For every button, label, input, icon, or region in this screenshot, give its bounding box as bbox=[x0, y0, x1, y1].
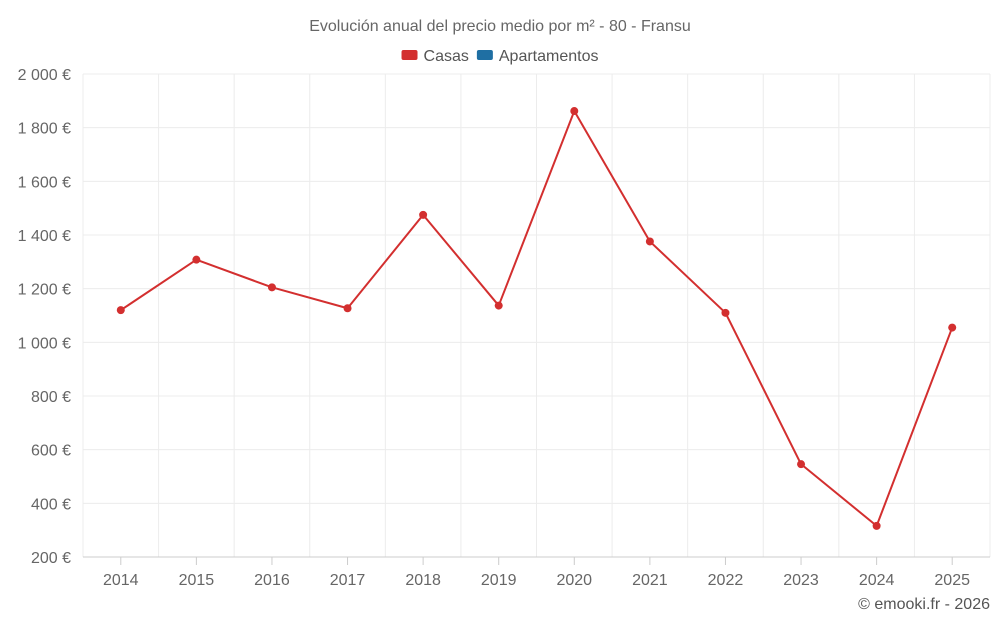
data-point-casas[interactable] bbox=[192, 255, 201, 264]
data-point-casas[interactable] bbox=[267, 283, 276, 292]
x-tick-label: 2017 bbox=[330, 572, 366, 589]
data-point-casas[interactable] bbox=[116, 306, 125, 315]
legend-item-apartamentos[interactable]: Apartamentos bbox=[476, 48, 599, 65]
legend: Casas Apartamentos bbox=[401, 48, 599, 65]
y-tick-label: 200 € bbox=[31, 550, 71, 567]
y-tick-label: 2 000 € bbox=[18, 67, 71, 84]
y-tick-label: 1 600 € bbox=[18, 174, 71, 191]
legend-label: Apartamentos bbox=[499, 48, 599, 65]
x-tick-label: 2023 bbox=[783, 572, 819, 589]
x-tick-label: 2024 bbox=[859, 572, 895, 589]
x-tick-label: 2015 bbox=[179, 572, 215, 589]
x-tick-label: 2020 bbox=[556, 572, 592, 589]
chart-title: Evolución anual del precio medio por m² … bbox=[309, 18, 691, 35]
y-tick-label: 1 000 € bbox=[18, 335, 71, 352]
data-point-casas[interactable] bbox=[645, 237, 654, 246]
x-tick-label: 2019 bbox=[481, 572, 517, 589]
legend-item-casas[interactable]: Casas bbox=[401, 48, 469, 65]
x-tick-label: 2022 bbox=[708, 572, 744, 589]
grid bbox=[82, 73, 991, 557]
axes: 200 € 400 € 600 € 800 € 1 000 € 1 200 € 1 400 … bbox=[18, 67, 990, 589]
y-tick-label: 1 800 € bbox=[18, 121, 71, 138]
legend-label: Casas bbox=[424, 48, 469, 65]
legend-swatch bbox=[476, 50, 493, 60]
x-tick-label: 2021 bbox=[632, 572, 668, 589]
data-point-casas[interactable] bbox=[494, 301, 503, 310]
y-tick-label: 1 400 € bbox=[18, 228, 71, 245]
y-tick-label: 400 € bbox=[31, 496, 71, 513]
data-point-casas[interactable] bbox=[948, 323, 957, 332]
data-point-casas[interactable] bbox=[419, 210, 428, 219]
data-point-casas[interactable] bbox=[872, 521, 881, 530]
data-point-casas[interactable] bbox=[343, 304, 352, 313]
y-tick-label: 1 200 € bbox=[18, 282, 71, 299]
x-tick-label: 2018 bbox=[405, 572, 441, 589]
x-tick-label: 2014 bbox=[103, 572, 139, 589]
y-tick-label: 800 € bbox=[31, 389, 71, 406]
series-layer bbox=[116, 107, 957, 530]
legend-swatch bbox=[401, 50, 418, 60]
data-point-casas[interactable] bbox=[721, 308, 730, 317]
data-point-casas[interactable] bbox=[797, 460, 806, 469]
y-tick-label: 600 € bbox=[31, 443, 71, 460]
x-tick-label: 2016 bbox=[254, 572, 290, 589]
data-point-casas[interactable] bbox=[570, 107, 579, 116]
x-tick-label: 2025 bbox=[934, 572, 970, 589]
credit-text: © emooki.fr - 2026 bbox=[858, 596, 990, 613]
series-line-casas bbox=[120, 110, 954, 527]
